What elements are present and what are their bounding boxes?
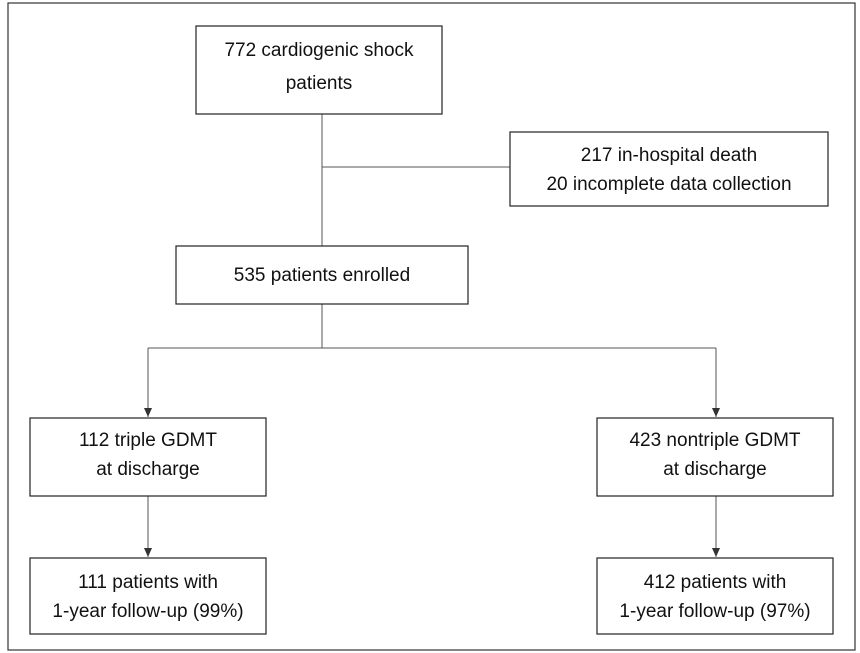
node-label: 423 nontriple GDMT <box>629 430 800 451</box>
node-label: 772 cardiogenic shock <box>224 40 414 61</box>
node-label: 111 patients with <box>78 572 218 593</box>
node-box <box>29 557 267 635</box>
node-label: 20 incomplete data collection <box>546 174 791 195</box>
node-label: 535 patients enrolled <box>234 265 410 286</box>
node-box <box>29 417 267 497</box>
node-box <box>175 245 469 305</box>
node-label: 217 in-hospital death <box>581 145 757 166</box>
node-label: 1-year follow-up (99%) <box>52 601 243 622</box>
node-label: at discharge <box>663 459 767 480</box>
node-label: patients <box>286 73 353 94</box>
node-label: 1-year follow-up (97%) <box>619 601 810 622</box>
node-label: 112 triple GDMT <box>79 430 217 451</box>
frame <box>7 2 856 651</box>
node-box <box>596 557 834 635</box>
node-label: at discharge <box>96 459 200 480</box>
node-label: 412 patients with <box>644 572 787 593</box>
node-box <box>509 131 829 207</box>
node-box <box>195 25 443 115</box>
node-box <box>596 417 834 497</box>
